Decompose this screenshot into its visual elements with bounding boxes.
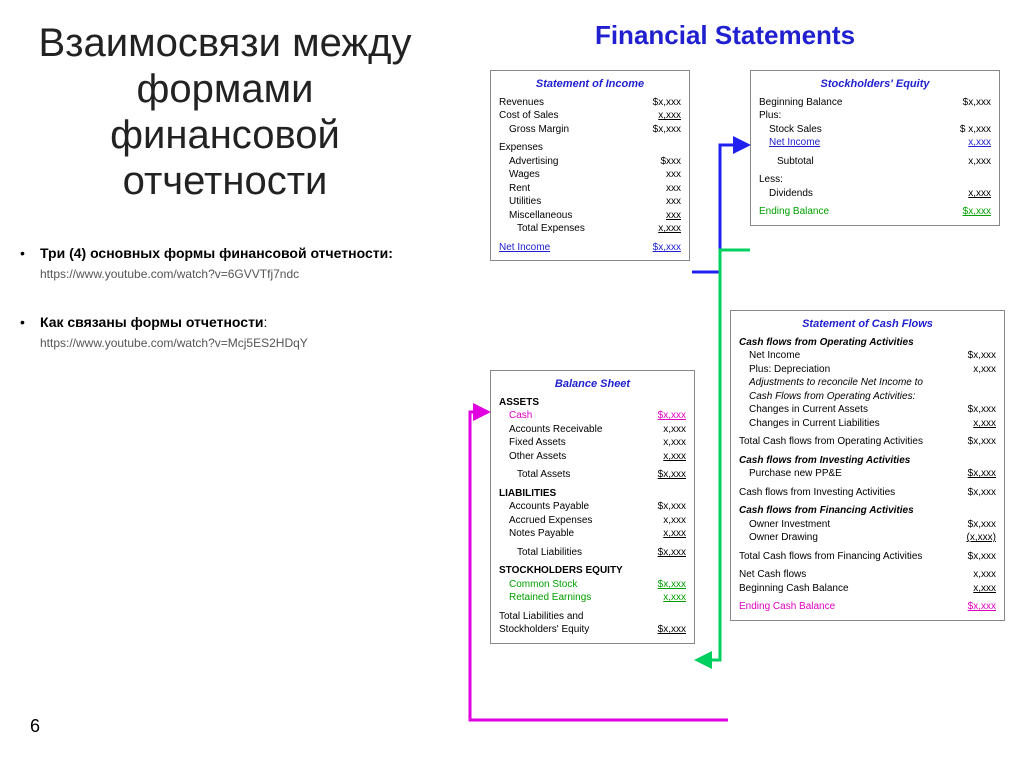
bullet-1-text: Три (4) основных формы финансовой отчетн… <box>40 245 393 261</box>
bullet-2-text: Как связаны формы отчетности <box>40 314 264 330</box>
stockholders-equity-box: Stockholders' EquityBeginning Balance$x,… <box>750 70 1000 226</box>
statement-of-income-box: Statement of IncomeRevenues$x,xxxCost of… <box>490 70 690 261</box>
arrow-net-income <box>692 145 748 272</box>
diagram-title: Financial Statements <box>430 20 1020 51</box>
bullet-list: Три (4) основных формы финансовой отчетн… <box>20 244 430 352</box>
russian-title: Взаимосвязи между формами финансовой отч… <box>20 20 430 204</box>
statement-of-cash-flows-box: Statement of Cash FlowsCash flows from O… <box>730 310 1005 621</box>
bullet-1-link[interactable]: https://www.youtube.com/watch?v=6GVVTfj7… <box>40 267 299 281</box>
balance-sheet-box: Balance SheetASSETSCash$x,xxxAccounts Re… <box>490 370 695 644</box>
left-column: Взаимосвязи между формами финансовой отч… <box>20 20 430 382</box>
page-number: 6 <box>30 716 40 737</box>
bullet-1: Три (4) основных формы финансовой отчетн… <box>40 244 430 283</box>
financial-statements-diagram: Financial Statements Statement of Income… <box>430 0 1020 760</box>
bullet-2: Как связаны формы отчетности: https://ww… <box>40 313 430 352</box>
bullet-2-link[interactable]: https://www.youtube.com/watch?v=Mcj5ES2H… <box>40 336 308 350</box>
